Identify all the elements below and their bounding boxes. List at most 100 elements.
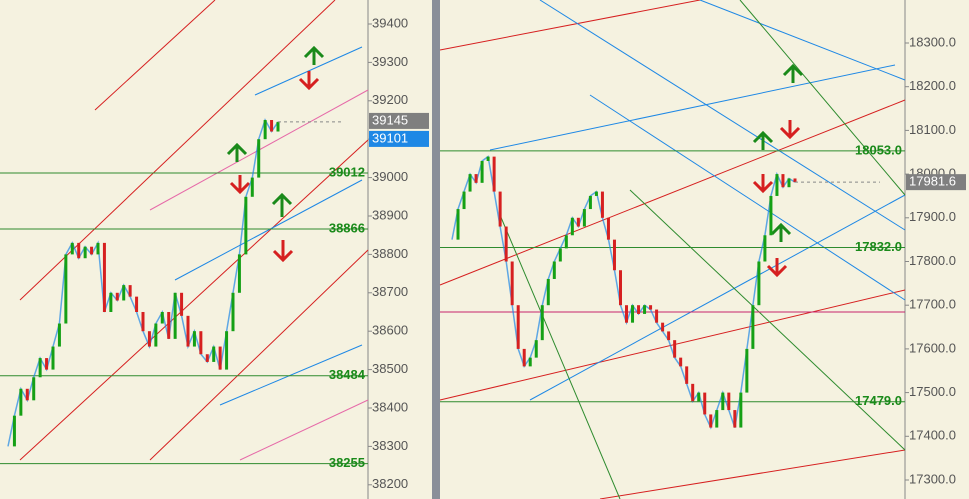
candle [462, 191, 466, 210]
candle [486, 156, 490, 161]
candle [793, 178, 797, 183]
candle [516, 305, 520, 349]
trend-lines [19, 0, 906, 499]
y-tick-label: 17700.0 [909, 297, 956, 312]
candle [77, 242, 81, 259]
candle [147, 331, 151, 347]
price-tag-label: 39101 [372, 130, 408, 145]
candle [492, 156, 496, 192]
candle [612, 239, 616, 271]
candle [109, 292, 113, 312]
candle [510, 261, 514, 306]
candle [546, 278, 550, 306]
y-tick-label: 18300.0 [909, 34, 956, 49]
candle [733, 410, 737, 428]
price-tag [369, 112, 429, 129]
candle [787, 178, 791, 188]
candle [456, 209, 460, 240]
candle [631, 305, 635, 323]
y-tick-label: 17500.0 [909, 384, 956, 399]
candle [244, 196, 248, 255]
candle [115, 292, 119, 301]
candle [576, 217, 580, 227]
candle [661, 322, 665, 332]
candle [594, 191, 598, 196]
candle [685, 366, 689, 384]
candle [588, 195, 592, 210]
candle [128, 285, 132, 297]
candle [468, 174, 472, 192]
y-tick-label: 38400 [372, 399, 408, 414]
price-tag [906, 174, 966, 191]
y-tick-label: 17400.0 [909, 428, 956, 443]
candle [38, 358, 42, 378]
candle [83, 246, 87, 259]
candle [160, 311, 164, 324]
candle [212, 346, 216, 362]
candle [135, 296, 139, 312]
signal-arrows [226, 45, 804, 278]
candle [250, 177, 254, 197]
candle [186, 315, 190, 347]
candle [225, 331, 229, 370]
level-label: 38866 [329, 220, 365, 235]
candle [691, 383, 695, 402]
candle [558, 248, 562, 262]
price-tag-label: 17981.6 [909, 174, 956, 189]
candle [167, 311, 171, 339]
candle [745, 348, 749, 393]
candle [192, 331, 196, 347]
candle [122, 285, 126, 301]
candle [57, 323, 61, 347]
candle [625, 305, 629, 323]
candle [205, 354, 209, 362]
candle [618, 270, 622, 306]
candle [763, 235, 767, 262]
candle [739, 392, 743, 428]
y-tick-label: 38900 [372, 207, 408, 222]
candle [721, 392, 725, 411]
candle [180, 292, 184, 316]
y-tick-label: 39000 [372, 169, 408, 184]
candle [12, 415, 16, 447]
candle [45, 358, 49, 370]
candle [697, 392, 701, 402]
level-label: 17479.0 [855, 393, 902, 408]
y-tick-label: 38700 [372, 284, 408, 299]
candle [649, 305, 653, 310]
candle [480, 160, 484, 183]
level-label: 18053.0 [855, 142, 902, 157]
candle [257, 139, 261, 178]
y-tick-label: 18200.0 [909, 78, 956, 93]
y-tick-label: 39200 [372, 92, 408, 107]
y-tick-label: 38500 [372, 361, 408, 376]
candle [25, 388, 29, 401]
y-tick-label: 38300 [372, 438, 408, 453]
candle [154, 323, 158, 347]
candle [528, 357, 532, 367]
candle [769, 195, 773, 236]
candle [19, 388, 23, 416]
y-tick-label: 18100.0 [909, 122, 956, 137]
close-line [451, 155, 796, 430]
y-tick-label: 17600.0 [909, 340, 956, 355]
price-tag [369, 130, 429, 147]
candle [552, 261, 556, 279]
y-tick-label: 38200 [372, 476, 408, 491]
candle [231, 292, 235, 332]
candle [276, 121, 280, 132]
candle [141, 311, 145, 332]
candle [667, 331, 671, 341]
candle [751, 305, 755, 349]
y-tick-label: 17300.0 [909, 471, 956, 486]
candle [102, 242, 106, 312]
y-tick-label: 39300 [372, 54, 408, 69]
candle [757, 261, 761, 306]
candle [655, 309, 659, 323]
candle [637, 305, 641, 314]
candle [51, 346, 55, 370]
candle [781, 174, 785, 188]
